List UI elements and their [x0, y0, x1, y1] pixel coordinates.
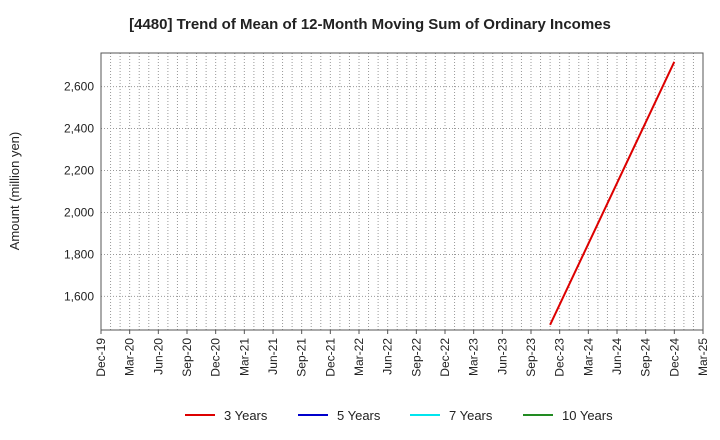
legend-item: 7 Years — [410, 408, 493, 423]
legend-label: 10 Years — [562, 408, 613, 423]
x-tick-label: Sep-24 — [639, 338, 653, 377]
legend-label: 3 Years — [224, 408, 268, 423]
legend-label: 7 Years — [449, 408, 493, 423]
x-tick-label: Jun-22 — [381, 338, 395, 375]
plot-frame — [100, 52, 704, 331]
x-tick-label: Dec-19 — [94, 338, 108, 377]
y-tick-label: 2,400 — [64, 122, 94, 136]
legend: 3 Years 5 Years 7 Years 10 Years — [185, 408, 613, 423]
x-tick-label: Dec-23 — [553, 338, 567, 377]
x-tick-label: Jun-21 — [266, 338, 280, 375]
x-tick-label: Mar-23 — [467, 338, 481, 376]
y-tick-label: 2,200 — [64, 164, 94, 178]
grid — [101, 53, 703, 330]
y-tick-label: 1,800 — [64, 247, 94, 261]
x-tick-label: Sep-21 — [295, 338, 309, 377]
x-tick-label: Sep-23 — [524, 338, 538, 377]
series-layer — [549, 61, 676, 326]
x-tick-label: Dec-22 — [438, 338, 452, 377]
chart-title: [4480] Trend of Mean of 12-Month Moving … — [129, 16, 611, 33]
x-tick-label: Mar-22 — [352, 338, 366, 376]
x-tick-label: Jun-24 — [610, 338, 624, 375]
y-tick-label: 2,000 — [64, 205, 94, 219]
x-tick-label: Mar-25 — [696, 338, 710, 376]
y-axis: 1,600 1,800 2,000 2,200 2,400 2,600 — [64, 80, 94, 304]
x-tick-label: Dec-21 — [323, 338, 337, 377]
legend-item: 10 Years — [523, 408, 613, 423]
legend-item: 5 Years — [298, 408, 381, 423]
x-tick-label: Sep-20 — [180, 338, 194, 377]
series-line — [549, 61, 676, 326]
legend-label: 5 Years — [337, 408, 381, 423]
x-tick-label: Dec-20 — [209, 338, 223, 377]
y-tick-label: 2,600 — [64, 80, 94, 94]
x-tick-label: Sep-22 — [409, 338, 423, 377]
x-tick-label: Jun-23 — [495, 338, 509, 375]
x-tick-label: Mar-24 — [581, 338, 595, 376]
y-tick-label: 1,600 — [64, 289, 94, 303]
x-tick-label: Dec-24 — [667, 338, 681, 377]
x-tick-label: Mar-21 — [237, 338, 251, 376]
legend-item: 3 Years — [185, 408, 268, 423]
x-axis: Dec-19 Mar-20 Jun-20 Sep-20 Dec-20 Mar-21 Jun-… — [94, 330, 710, 377]
y-axis-title: Amount (million yen) — [7, 132, 22, 251]
x-tick-label: Jun-20 — [151, 338, 165, 375]
x-tick-label: Mar-20 — [123, 338, 137, 376]
